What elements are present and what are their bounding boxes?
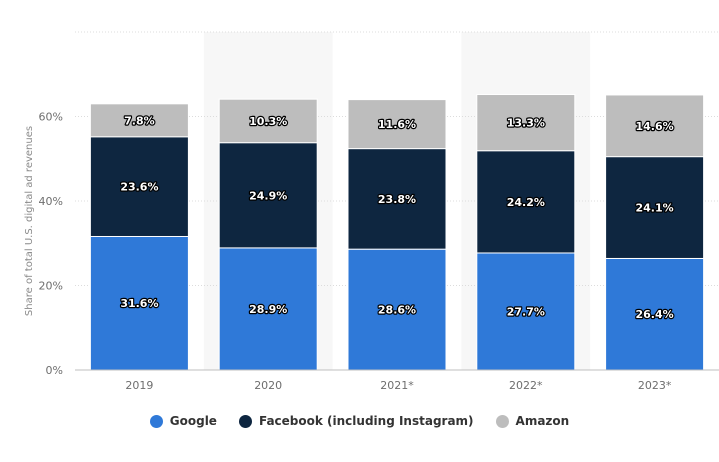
y-tick-label: 20% <box>39 280 63 293</box>
bar-segment-facebook <box>218 142 318 249</box>
data-label: 24.2% <box>507 196 545 209</box>
bar-segment-facebook <box>89 136 189 237</box>
legend-marker-icon <box>238 414 252 428</box>
bar-segment-facebook <box>476 150 576 254</box>
data-label: 26.4% <box>636 308 674 321</box>
bar-segment-amazon <box>347 99 447 150</box>
data-label: 31.6% <box>120 297 158 310</box>
x-tick-label: 2020 <box>254 379 282 392</box>
legend-label: Facebook (including Instagram) <box>258 414 474 428</box>
legend-label: Google <box>169 414 217 428</box>
data-label: 14.6% <box>636 120 674 133</box>
chart-legend: Google Facebook (including Instagram) Amaz… <box>0 414 719 428</box>
data-label: 11.6% <box>378 118 416 131</box>
legend-label: Amazon <box>515 414 570 428</box>
legend-marker-icon <box>495 414 509 428</box>
x-tick-label: 2022* <box>509 379 543 392</box>
y-tick-label: 0% <box>46 364 63 377</box>
bar-segment-facebook <box>605 156 705 259</box>
bar-segment-amazon <box>605 94 705 158</box>
data-label: 24.1% <box>636 202 674 215</box>
data-label: 24.9% <box>249 189 287 202</box>
data-label: 23.6% <box>120 181 158 194</box>
data-label: 28.9% <box>249 303 287 316</box>
x-tick-label: 2023* <box>638 379 672 392</box>
bar-segment-amazon <box>476 94 576 152</box>
bar-segment-amazon <box>218 98 318 144</box>
y-tick-label: 40% <box>39 195 63 208</box>
legend-marker-icon <box>149 414 163 428</box>
y-axis-title: Share of total U.S. digital ad revenues <box>24 126 35 316</box>
data-label: 27.7% <box>507 305 545 318</box>
legend-item-facebook[interactable]: Facebook (including Instagram) <box>238 414 474 428</box>
x-tick-label: 2021* <box>380 379 414 392</box>
data-label: 23.8% <box>378 193 416 206</box>
data-label: 7.8% <box>124 114 155 127</box>
data-label: 13.3% <box>507 117 545 130</box>
y-tick-label: 60% <box>39 111 63 124</box>
bar-segment-google <box>347 248 447 371</box>
data-label: 28.6% <box>378 304 416 317</box>
bar-segment-google <box>605 257 705 371</box>
bar-segment-google <box>218 247 318 371</box>
x-tick-label: 2019 <box>125 379 153 392</box>
legend-item-google[interactable]: Google <box>149 414 217 428</box>
bar-segment-amazon <box>89 103 189 138</box>
data-label: 10.3% <box>249 115 287 128</box>
legend-item-amazon[interactable]: Amazon <box>495 414 570 428</box>
bar-segment-google <box>476 252 576 371</box>
bar-segment-facebook <box>347 148 447 250</box>
